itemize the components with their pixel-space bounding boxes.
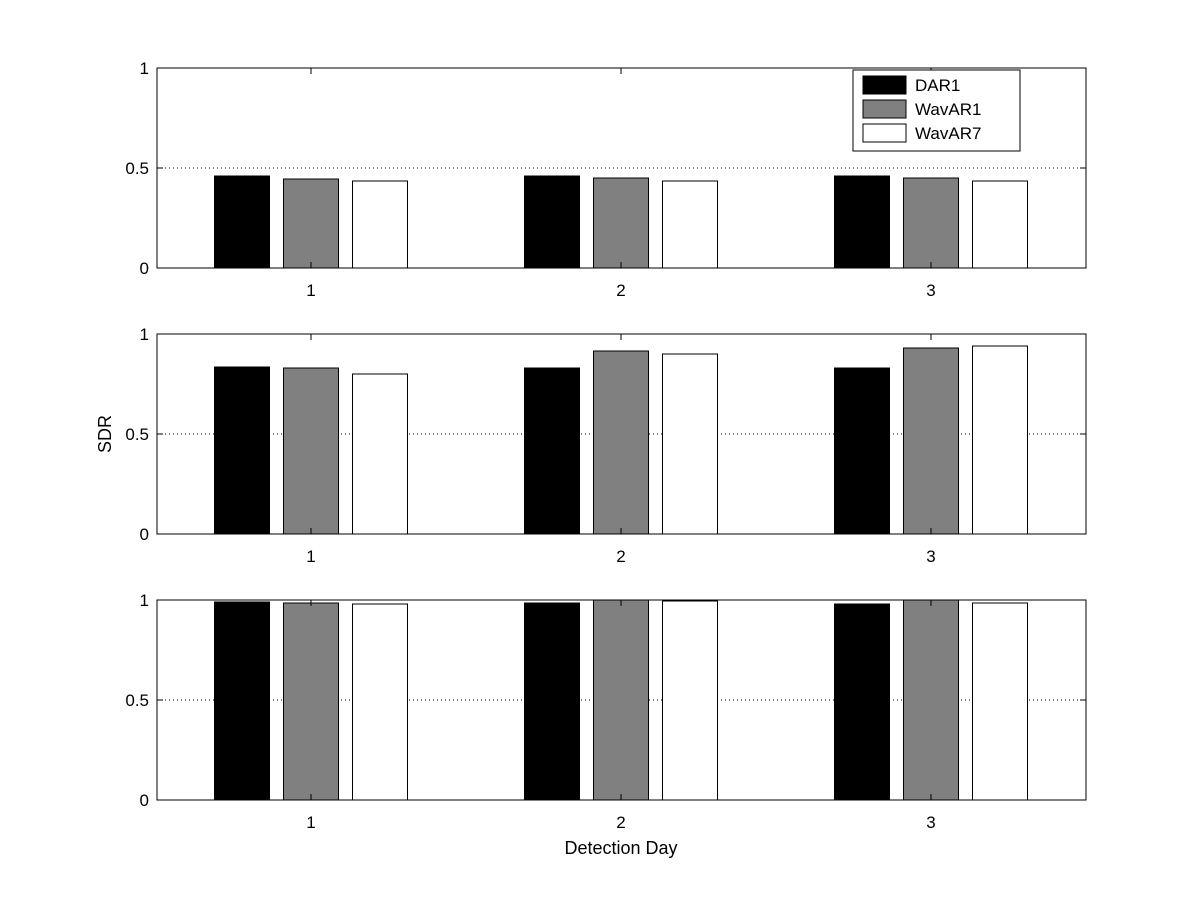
x-axis-label: Detection Day	[564, 838, 677, 858]
x-tick-label: 3	[926, 547, 935, 566]
bar-dar1-day-3	[834, 175, 890, 269]
legend-label-wavar7: WavAR7	[915, 124, 981, 143]
chart-panels: 0 0.5 1 1 2 3 0 0.5 1 1 2 3 0 0.5 1 1 2 3	[125, 59, 1087, 832]
bar-wavar7-day-3	[972, 180, 1028, 269]
bar-wavar1-day-3	[903, 599, 959, 801]
y-tick-label: 1	[140, 325, 149, 344]
x-tick-label: 1	[306, 547, 315, 566]
bar-wavar1-day-2	[593, 177, 649, 269]
bar-dar1-day-2	[524, 175, 580, 269]
y-tick-label: 1	[140, 59, 149, 78]
bar-dar1-day-3	[834, 367, 890, 535]
bar-dar1-day-1	[214, 366, 270, 535]
bar-wavar1-day-3	[903, 347, 959, 535]
x-tick-label: 1	[306, 281, 315, 300]
bar-wavar7-day-3	[972, 602, 1028, 801]
y-tick-label: 0.5	[125, 159, 149, 178]
bar-wavar1-day-2	[593, 350, 649, 535]
chart-panel-3: 0 0.5 1 1 2 3	[125, 591, 1087, 832]
bar-wavar1-day-1	[283, 602, 339, 801]
x-tick-label: 1	[306, 813, 315, 832]
bar-wavar7-day-1	[352, 373, 408, 535]
bar-dar1-day-2	[524, 602, 580, 801]
bar-wavar7-day-2	[662, 600, 718, 801]
bar-wavar7-day-2	[662, 353, 718, 535]
bar-dar1-day-2	[524, 367, 580, 535]
bar-dar1-day-3	[834, 603, 890, 801]
legend-label-wavar1: WavAR1	[915, 100, 981, 119]
y-tick-label: 0.5	[125, 691, 149, 710]
y-tick-label: 0	[140, 525, 149, 544]
y-tick-label: 0	[140, 791, 149, 810]
chart-panel-2: 0 0.5 1 1 2 3	[125, 325, 1087, 566]
bar-dar1-day-1	[214, 601, 270, 801]
x-tick-label: 2	[616, 813, 625, 832]
legend: DAR1 WavAR1 WavAR7	[852, 69, 1021, 152]
bar-wavar7-day-1	[352, 603, 408, 801]
bar-wavar1-day-1	[283, 367, 339, 535]
bar-wavar1-day-2	[593, 599, 649, 801]
bar-wavar1-day-3	[903, 177, 959, 269]
bar-wavar7-day-3	[972, 345, 1028, 535]
legend-swatch-wavar1	[862, 99, 907, 119]
y-tick-label: 0.5	[125, 425, 149, 444]
legend-swatch-dar1	[862, 75, 907, 95]
bar-wavar7-day-2	[662, 180, 718, 269]
bar-wavar7-day-1	[352, 180, 408, 269]
y-tick-label: 0	[140, 259, 149, 278]
x-tick-label: 2	[616, 281, 625, 300]
legend-label-dar1: DAR1	[915, 76, 960, 95]
legend-swatch-wavar7	[862, 123, 907, 143]
bar-dar1-day-1	[214, 175, 270, 269]
x-tick-label: 3	[926, 281, 935, 300]
y-tick-label: 1	[140, 591, 149, 610]
x-tick-label: 3	[926, 813, 935, 832]
y-axis-label: SDR	[95, 415, 115, 453]
x-tick-label: 2	[616, 547, 625, 566]
bar-wavar1-day-1	[283, 178, 339, 269]
